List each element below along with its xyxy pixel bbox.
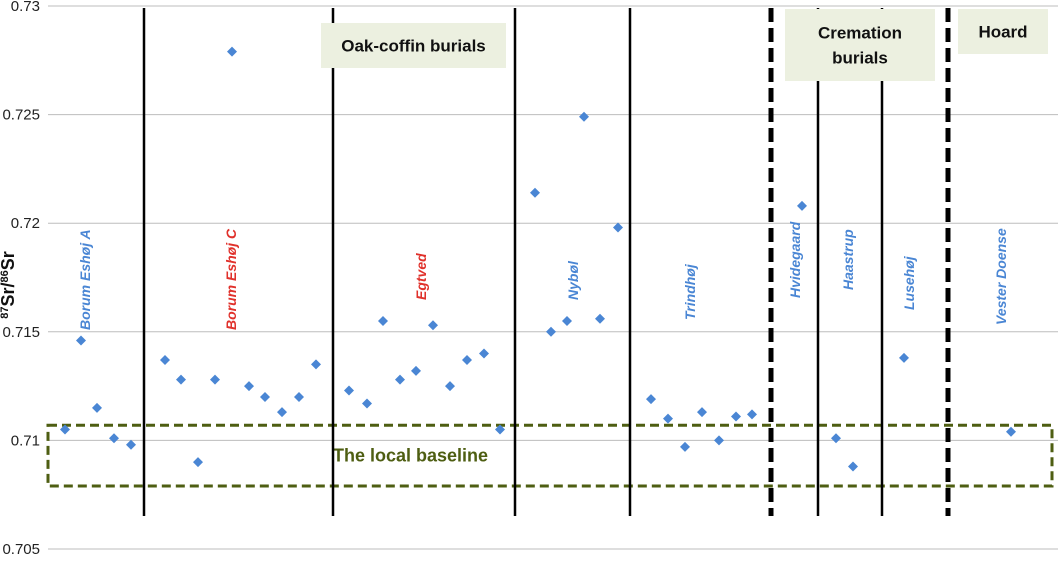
data-point [260,391,270,402]
data-point [495,424,505,435]
category-box [785,9,935,81]
data-point [311,359,321,370]
category-label: Hoard [978,23,1027,42]
group-label: Hvidegaard [787,221,803,298]
baseline-band [46,423,1054,488]
data-point [193,457,203,468]
data-point [562,315,572,326]
y-tick-label: 0.73 [11,0,40,15]
data-points [60,46,1016,472]
category-box [958,9,1048,54]
group-dividers [142,8,951,516]
data-point [680,441,690,452]
data-point [244,381,254,392]
group-label: Lusehøj [901,255,917,310]
data-point [613,222,623,233]
data-point [663,413,673,424]
y-tick-label: 0.71 [11,432,40,449]
data-point [831,433,841,444]
y-tick-labels: 0.73 0.725 0.72 0.715 0.71 0.705 [2,0,40,558]
y-tick-label: 0.705 [2,541,40,558]
data-point [579,111,589,122]
data-point [126,439,136,450]
group-label: Borum Eshøj A [77,229,93,330]
baseline-label: The local baseline [333,446,488,466]
category-label: Cremation [818,24,902,43]
data-point [797,200,807,211]
group-label: Vester Doense [993,228,1009,325]
data-point [747,409,757,420]
data-point [411,365,421,376]
y-axis-label: 87Sr/86Sr [0,251,18,319]
data-point [92,402,102,413]
data-point [176,374,186,385]
data-point [378,315,388,326]
data-point [646,394,656,405]
y-tick-label: 0.72 [11,215,40,232]
y-tick-label: 0.725 [2,107,40,124]
data-point [395,374,405,385]
group-label: Nybøl [565,260,581,300]
data-point [445,381,455,392]
group-label: Trindhøj [682,263,698,320]
data-point [595,313,605,324]
data-point [76,335,86,346]
data-point [1006,426,1016,437]
y-tick-label: 0.715 [2,324,40,341]
gridlines [48,5,1058,550]
group-labels: Borum Eshøj A Borum Eshøj C Egtved Nybøl Tri… [77,221,1009,330]
data-point [362,398,372,409]
data-point [848,461,858,472]
data-point [227,46,237,57]
data-point [479,348,489,359]
data-point [428,320,438,331]
data-point [294,391,304,402]
data-point [60,424,70,435]
data-point [899,352,909,363]
data-point [160,355,170,366]
category-boxes: Oak-coffin burials Cremation burials Hoard [321,9,1048,81]
data-point [210,374,220,385]
category-box [321,23,506,68]
data-point [697,407,707,418]
group-label: Haastrup [840,229,856,290]
data-point [731,411,741,422]
group-label: Egtved [413,253,429,300]
data-point [344,385,354,396]
data-point [714,435,724,446]
group-label: Borum Eshøj C [223,228,239,330]
local-baseline: The local baseline [46,423,1054,488]
data-point [109,433,119,444]
category-label: burials [832,49,888,68]
data-point [462,355,472,366]
data-point [277,407,287,418]
data-point [530,187,540,198]
category-label: Oak-coffin burials [341,37,486,56]
data-point [546,326,556,337]
